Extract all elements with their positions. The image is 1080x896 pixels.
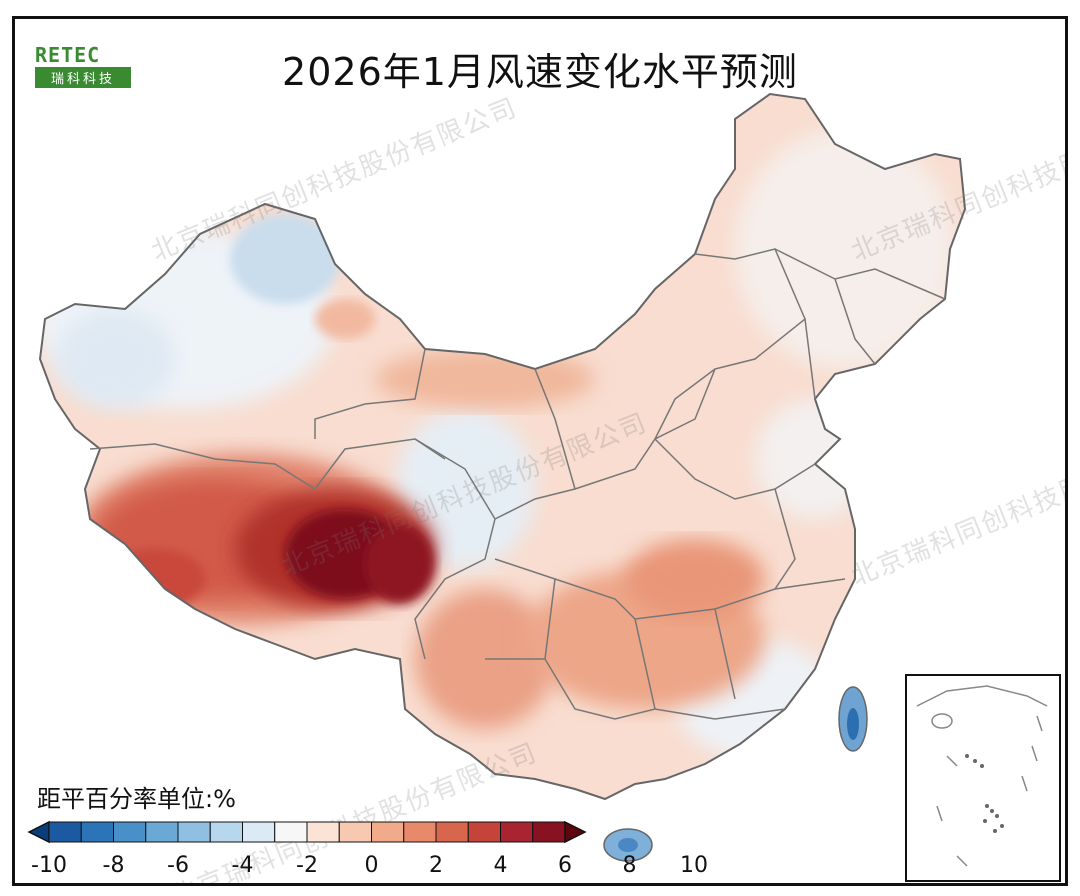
inset-map <box>916 685 1048 867</box>
colorbar-cell <box>242 821 276 843</box>
colorbar-cell <box>80 821 114 843</box>
colorbar-tick-label: 8 <box>622 853 637 878</box>
colorbar-tick-label: 2 <box>429 853 443 878</box>
legend-title: 距平百分率单位:% <box>37 785 236 813</box>
page-title: 2026年1月风速变化水平预测 <box>282 50 798 94</box>
colorbar-cell <box>274 821 308 843</box>
colorbar-tick-label: -6 <box>167 853 189 878</box>
colorbar-cell <box>435 821 469 843</box>
colorbar-tick-label: -10 <box>31 853 67 878</box>
colorbar-tick-label: 4 <box>493 853 508 878</box>
china-map <box>39 93 966 862</box>
colorbar-cell <box>467 821 501 843</box>
colorbar-cell <box>145 821 179 843</box>
colorbar-cell <box>113 821 147 843</box>
colorbar-tick-label: 10 <box>680 853 708 878</box>
colorbar-tick-label: -2 <box>296 853 318 878</box>
colorbar-cell <box>532 821 566 843</box>
colorbar-cell <box>500 821 534 843</box>
map-frame: RETEC 瑞科科技 2026年1月风速变化水平预测 北京瑞科同创科技股份有限公… <box>12 16 1068 886</box>
colorbar-cell <box>338 821 372 843</box>
colorbar-cell <box>177 821 211 843</box>
colorbar <box>27 820 587 844</box>
colorbar-cell <box>209 821 243 843</box>
logo-text-bottom: 瑞科科技 <box>35 67 131 88</box>
south-china-sea-inset <box>905 674 1061 882</box>
colorbar-tick-label: -8 <box>102 853 125 878</box>
colorbar-cell <box>371 821 405 843</box>
province-boundaries <box>89 248 946 720</box>
colorbar-tick-label: -4 <box>231 853 254 878</box>
colorbar-cell <box>403 821 437 843</box>
retec-logo: RETEC 瑞科科技 <box>35 45 131 88</box>
colorbar-tick-label: 0 <box>364 853 379 878</box>
colorbar-tick-label: 6 <box>558 853 572 878</box>
logo-text-top: RETEC <box>35 43 101 67</box>
colorbar-cell <box>306 821 340 843</box>
colorbar-extend-high <box>564 820 587 844</box>
colorbar-extend-low <box>27 820 50 844</box>
colorbar-cell <box>48 821 82 843</box>
